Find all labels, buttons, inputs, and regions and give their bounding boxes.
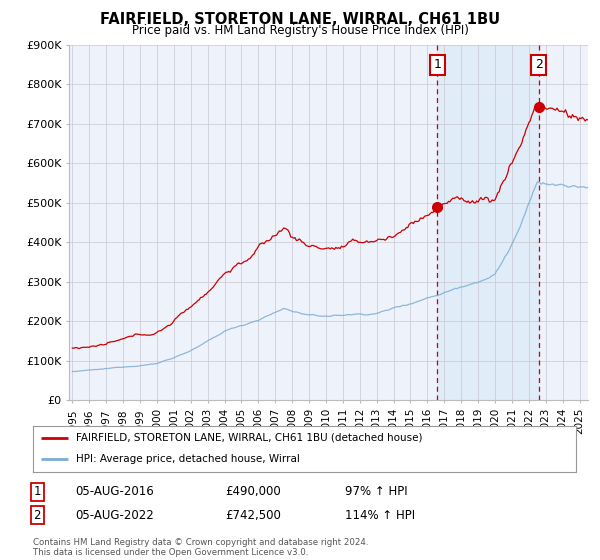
Text: 1: 1 xyxy=(34,485,41,498)
Text: FAIRFIELD, STORETON LANE, WIRRAL, CH61 1BU: FAIRFIELD, STORETON LANE, WIRRAL, CH61 1… xyxy=(100,12,500,27)
Text: FAIRFIELD, STORETON LANE, WIRRAL, CH61 1BU (detached house): FAIRFIELD, STORETON LANE, WIRRAL, CH61 1… xyxy=(76,433,423,443)
Text: Contains HM Land Registry data © Crown copyright and database right 2024.
This d: Contains HM Land Registry data © Crown c… xyxy=(33,538,368,557)
Bar xyxy=(437,45,539,400)
Text: 2: 2 xyxy=(535,58,543,71)
Text: 2: 2 xyxy=(34,508,41,522)
Text: 1: 1 xyxy=(433,58,442,71)
Text: HPI: Average price, detached house, Wirral: HPI: Average price, detached house, Wirr… xyxy=(76,454,301,464)
Text: Price paid vs. HM Land Registry's House Price Index (HPI): Price paid vs. HM Land Registry's House … xyxy=(131,24,469,37)
Text: 05-AUG-2022: 05-AUG-2022 xyxy=(75,508,154,522)
Text: £742,500: £742,500 xyxy=(225,508,281,522)
Text: £490,000: £490,000 xyxy=(225,485,281,498)
Text: 114% ↑ HPI: 114% ↑ HPI xyxy=(345,508,415,522)
Text: 05-AUG-2016: 05-AUG-2016 xyxy=(75,485,154,498)
Text: 97% ↑ HPI: 97% ↑ HPI xyxy=(345,485,407,498)
